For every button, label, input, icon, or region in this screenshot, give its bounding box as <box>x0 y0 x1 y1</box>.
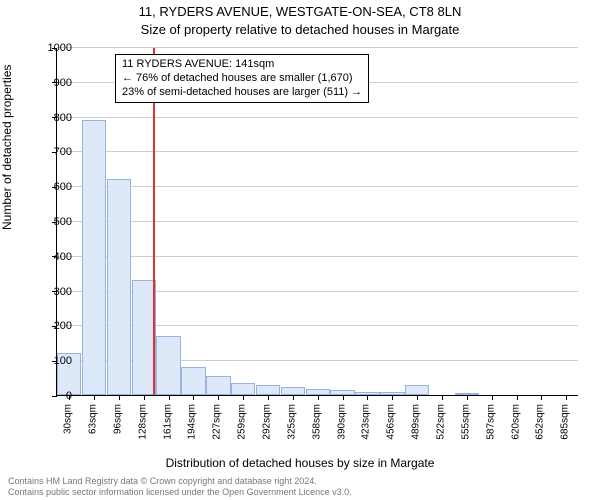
x-tick-mark <box>293 395 294 400</box>
x-tick-mark <box>517 395 518 400</box>
x-tick-label: 227sqm <box>212 404 223 440</box>
x-axis-label: Distribution of detached houses by size … <box>0 456 600 470</box>
y-tick-label: 500 <box>42 216 72 228</box>
x-tick-mark <box>467 395 468 400</box>
gridline <box>57 221 578 222</box>
x-tick-label: 292sqm <box>262 404 273 440</box>
y-tick-label: 800 <box>42 112 72 124</box>
y-tick-label: 900 <box>42 77 72 89</box>
annotation-line2: ← 76% of detached houses are smaller (1,… <box>122 72 362 86</box>
x-tick-label: 685sqm <box>560 404 571 440</box>
bar <box>181 367 205 395</box>
x-tick-mark <box>243 395 244 400</box>
y-tick-label: 0 <box>42 390 72 402</box>
x-tick-mark <box>144 395 145 400</box>
x-tick-label: 587sqm <box>485 404 496 440</box>
x-tick-mark <box>566 395 567 400</box>
x-tick-mark <box>343 395 344 400</box>
y-tick-label: 1000 <box>42 42 72 54</box>
plot-area: 11 RYDERS AVENUE: 141sqm ← 76% of detach… <box>56 48 578 396</box>
x-tick-label: 358sqm <box>311 404 322 440</box>
x-tick-label: 96sqm <box>112 404 123 434</box>
x-tick-mark <box>541 395 542 400</box>
chart-container: { "title_line1": "11, RYDERS AVENUE, WES… <box>0 0 600 500</box>
x-tick-label: 128sqm <box>137 404 148 440</box>
bar <box>82 120 106 395</box>
x-tick-label: 652sqm <box>535 404 546 440</box>
x-tick-label: 555sqm <box>460 404 471 440</box>
x-tick-label: 489sqm <box>411 404 422 440</box>
gridline <box>57 186 578 187</box>
x-tick-mark <box>193 395 194 400</box>
gridline <box>57 151 578 152</box>
bar <box>156 336 180 395</box>
x-tick-mark <box>119 395 120 400</box>
y-tick-label: 300 <box>42 286 72 298</box>
chart-title-subtitle: Size of property relative to detached ho… <box>0 22 600 37</box>
y-tick-label: 200 <box>42 320 72 332</box>
x-tick-mark <box>492 395 493 400</box>
x-tick-mark <box>218 395 219 400</box>
x-tick-mark <box>392 395 393 400</box>
bar <box>256 385 280 395</box>
y-tick-label: 400 <box>42 251 72 263</box>
gridline <box>57 117 578 118</box>
y-tick-label: 100 <box>42 355 72 367</box>
x-tick-label: 30sqm <box>63 404 74 434</box>
x-tick-mark <box>268 395 269 400</box>
x-tick-label: 522sqm <box>436 404 447 440</box>
annotation-box: 11 RYDERS AVENUE: 141sqm ← 76% of detach… <box>115 54 369 103</box>
x-tick-label: 423sqm <box>361 404 372 440</box>
x-tick-mark <box>169 395 170 400</box>
gridline <box>57 47 578 48</box>
bar <box>132 280 156 395</box>
x-tick-mark <box>417 395 418 400</box>
annotation-line3: 23% of semi-detached houses are larger (… <box>122 86 362 100</box>
x-tick-mark <box>367 395 368 400</box>
x-tick-label: 161sqm <box>162 404 173 440</box>
bar <box>206 376 230 395</box>
bar <box>231 383 255 395</box>
x-tick-mark <box>442 395 443 400</box>
x-tick-label: 456sqm <box>386 404 397 440</box>
y-tick-label: 600 <box>42 181 72 193</box>
y-tick-label: 700 <box>42 146 72 158</box>
x-tick-label: 390sqm <box>336 404 347 440</box>
footer-copyright: Contains HM Land Registry data © Crown c… <box>8 476 317 486</box>
y-axis-label: Number of detached properties <box>0 65 14 230</box>
x-tick-mark <box>94 395 95 400</box>
x-tick-label: 194sqm <box>187 404 198 440</box>
x-tick-mark <box>318 395 319 400</box>
footer-licence: Contains public sector information licen… <box>8 487 352 497</box>
x-tick-label: 620sqm <box>510 404 521 440</box>
bar <box>405 385 429 395</box>
x-tick-label: 259sqm <box>237 404 248 440</box>
gridline <box>57 256 578 257</box>
chart-title-address: 11, RYDERS AVENUE, WESTGATE-ON-SEA, CT8 … <box>0 4 600 19</box>
bar <box>107 179 131 395</box>
x-tick-label: 325sqm <box>286 404 297 440</box>
annotation-line1: 11 RYDERS AVENUE: 141sqm <box>122 58 362 72</box>
x-tick-label: 63sqm <box>88 404 99 434</box>
bar <box>281 387 305 395</box>
